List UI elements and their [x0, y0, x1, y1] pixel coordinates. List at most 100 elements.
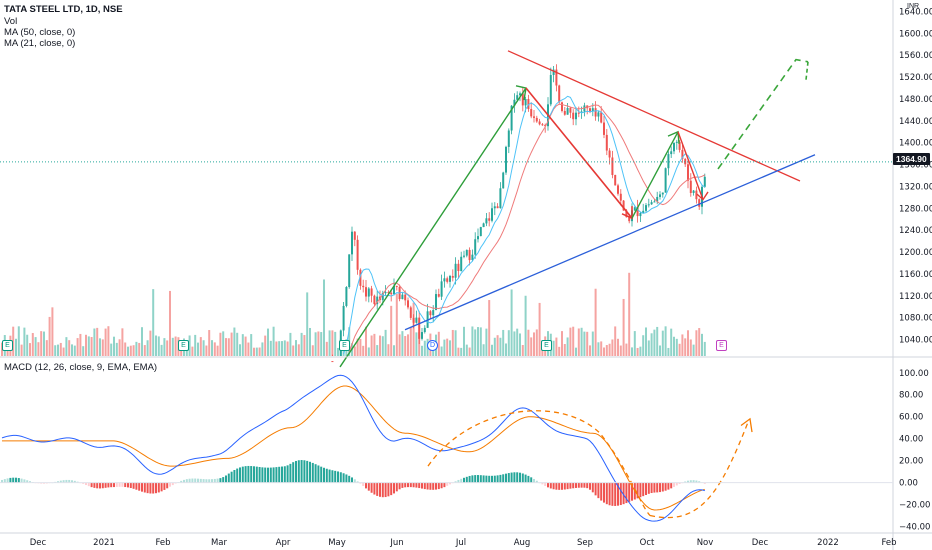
volume-bar: [479, 327, 482, 356]
volume-bar: [337, 347, 339, 356]
macd-histogram-bar: [485, 475, 488, 483]
volume-bar: [65, 337, 68, 356]
candle-body: [538, 121, 541, 125]
trend-drawings: [339, 50, 816, 368]
moving-averages: [343, 95, 706, 355]
macd-histogram-bar: [407, 482, 409, 488]
volume-bar: [264, 335, 267, 356]
macd-histogram-bar: [530, 477, 533, 483]
macd-histogram-bar: [664, 482, 667, 491]
macd-histogram-bar: [255, 466, 258, 483]
volume-bar: [681, 334, 684, 356]
volume-bar: [474, 329, 477, 356]
macd-histogram-bar: [673, 482, 675, 487]
volume-bar: [407, 334, 409, 356]
time-tick-label: Aug: [514, 538, 531, 548]
earnings-marker[interactable]: E: [2, 340, 13, 351]
macd-histogram-bar: [642, 482, 645, 497]
symbol-legend: TATA STEEL LTD, 1D, NSE: [4, 4, 123, 15]
volume-bar: [603, 347, 605, 356]
candle-body: [611, 157, 614, 175]
macd-histogram-bar: [227, 473, 230, 483]
macd-histogram-bar: [547, 482, 549, 488]
volume-bar: [356, 338, 359, 356]
volume-bar: [678, 343, 681, 356]
macd-histogram-bar: [281, 466, 283, 483]
macd-panel: [1, 374, 753, 522]
candle-body: [684, 158, 687, 165]
volume-bar: [384, 329, 387, 356]
candle-body: [639, 213, 642, 217]
volume-bar: [689, 339, 692, 356]
candle-body: [415, 317, 418, 323]
price-tick-label: 1040.00: [899, 336, 932, 346]
macd-histogram-bar: [155, 482, 157, 494]
earnings-marker[interactable]: E: [178, 340, 189, 351]
volume-bar: [471, 326, 474, 356]
macd-histogram-bar: [121, 482, 124, 487]
macd-histogram-bar: [247, 465, 250, 483]
volume-bar: [656, 326, 659, 356]
macd-histogram-bar: [328, 469, 331, 483]
candle-body: [437, 294, 440, 297]
macd-histogram-bar: [415, 482, 418, 488]
volume-bar: [443, 339, 446, 356]
lower-trendline: [404, 154, 816, 331]
macd-histogram-bar: [499, 474, 502, 483]
volume-bar: [199, 337, 202, 356]
volume-bar: [524, 295, 527, 356]
volume-bar: [225, 338, 227, 356]
earnings-marker[interactable]: E: [541, 340, 552, 351]
volume-bar: [54, 345, 57, 356]
candle-body: [362, 285, 365, 288]
volume-bar: [563, 344, 566, 356]
volume-bar: [255, 347, 258, 356]
macd-histogram-bar: [314, 464, 317, 483]
macd-histogram-bar: [149, 482, 152, 494]
volume-bar: [359, 338, 362, 356]
macd-histogram-bar: [555, 482, 558, 490]
time-tick-label: Oct: [640, 538, 655, 548]
macd-histogram-bar: [62, 480, 65, 483]
macd-histogram-bar: [289, 463, 292, 483]
volume-bar: [250, 334, 253, 356]
candle-body: [656, 196, 659, 202]
volume-bar: [527, 329, 530, 356]
macd-histogram-bar: [493, 475, 496, 483]
volume-bar: [535, 329, 538, 356]
price-tick-label: 1240.00: [899, 226, 932, 236]
macd-line: [1, 374, 705, 522]
volume-bar: [577, 328, 580, 356]
macd-histogram-bar: [169, 482, 171, 487]
macd-histogram-bar: [477, 475, 479, 483]
macd-histogram-bar: [253, 466, 255, 483]
volume-bar: [286, 341, 289, 356]
macd-histogram-bar: [101, 482, 104, 489]
volume-bar: [395, 293, 398, 356]
volume-bar: [370, 335, 373, 356]
dividend-marker[interactable]: D: [427, 340, 438, 351]
macd-histogram-bar: [457, 479, 460, 483]
macd-histogram-bar: [202, 479, 205, 483]
earnings-marker-upcoming[interactable]: E: [716, 340, 727, 351]
macd-histogram-bar: [505, 473, 507, 483]
earnings-marker[interactable]: E: [339, 340, 350, 351]
macd-histogram-bar: [535, 480, 538, 483]
macd-histogram-bar: [580, 482, 583, 488]
volume-bar: [149, 330, 152, 356]
macd-histogram-bar: [351, 477, 353, 483]
macd-histogram-bar: [211, 479, 213, 483]
macd-histogram-bar: [412, 482, 415, 488]
volume-bar: [59, 342, 62, 356]
macd-histogram-bar: [244, 466, 247, 483]
time-tick-label: Apr: [276, 538, 291, 548]
price-tick-label: 1280.00: [899, 204, 932, 214]
candle-body: [566, 108, 569, 115]
volume-bar: [328, 330, 331, 356]
volume-bar: [412, 302, 415, 356]
candle-body: [513, 99, 516, 106]
volume-bar: [163, 338, 166, 356]
volume-bar: [454, 330, 457, 356]
macd-histogram-bar: [303, 460, 306, 483]
